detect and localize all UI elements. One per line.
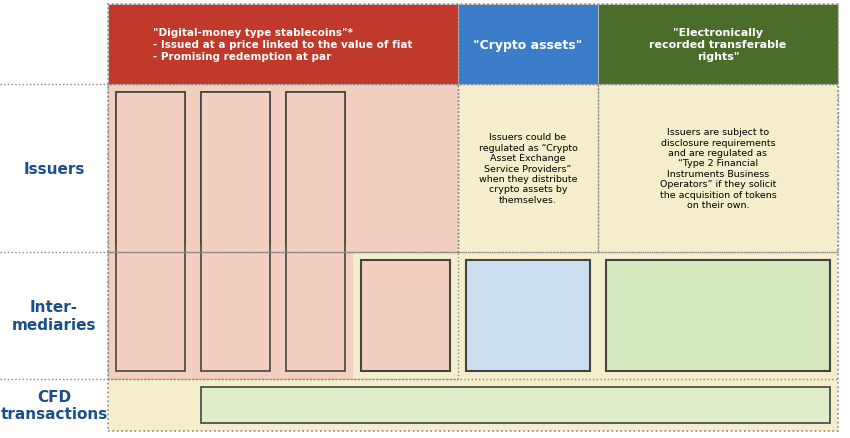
Text: Electronic
Payment
Instrument
Exchange
Service
Providers: Electronic Payment Instrument Exchange S… (373, 282, 438, 350)
Bar (108, 5, 838, 431)
Bar (201, 93, 270, 244)
Bar (108, 5, 838, 431)
Bar (116, 93, 185, 244)
Text: "Digital-money type stablecoins"*
- Issued at a price linked to the value of fia: "Digital-money type stablecoins"* - Issu… (153, 28, 413, 61)
Text: Type 1 Financial Instruments Business Operators: Type 1 Financial Instruments Business Op… (371, 399, 660, 412)
Text: "Electronically
recorded transferable
rights": "Electronically recorded transferable ri… (649, 28, 786, 61)
Text: Banks: Banks (132, 227, 169, 237)
Text: Fund
Transfer
Service
Providers: Fund Transfer Service Providers (206, 210, 265, 254)
Bar (108, 85, 838, 252)
Bar (108, 252, 353, 379)
Text: CFD
transactions: CFD transactions (0, 389, 108, 421)
Bar (108, 5, 458, 85)
Bar (286, 93, 345, 244)
Bar (598, 85, 838, 252)
Bar (286, 93, 345, 371)
Bar (361, 261, 450, 371)
Bar (108, 252, 458, 379)
Text: Issuers: Issuers (23, 161, 85, 176)
Text: Trust
Compani
es: Trust Compani es (288, 152, 343, 185)
Bar (201, 387, 830, 423)
Bar (458, 5, 598, 85)
Bar (108, 379, 838, 431)
Bar (606, 261, 830, 371)
Text: "Crypto assets": "Crypto assets" (473, 39, 582, 51)
Bar (201, 93, 270, 371)
Bar (108, 85, 458, 252)
Text: Crypto Asset
Exchange Service
Providers: Crypto Asset Exchange Service Providers (473, 299, 583, 332)
Text: Trust
Compani
es: Trust Compani es (288, 215, 343, 248)
Text: Issuers are subject to
disclosure requirements
and are regulated as
“Type 2 Fina: Issuers are subject to disclosure requir… (660, 128, 776, 209)
Bar (108, 85, 458, 252)
Text: Fund
Transfer
Service
Providers: Fund Transfer Service Providers (206, 146, 265, 191)
Text: Banks: Banks (132, 164, 169, 173)
Text: Issuers could be
regulated as “Crypto
Asset Exchange
Service Providers”
when the: Issuers could be regulated as “Crypto As… (479, 133, 577, 204)
Bar (116, 93, 185, 371)
Text: Type 1 Financial
Instruments
Business Operators: Type 1 Financial Instruments Business Op… (657, 299, 779, 332)
Bar (466, 261, 590, 371)
Bar (598, 5, 838, 85)
Bar (458, 85, 598, 252)
Bar (108, 252, 838, 379)
Text: Inter-
mediaries: Inter- mediaries (12, 300, 96, 332)
